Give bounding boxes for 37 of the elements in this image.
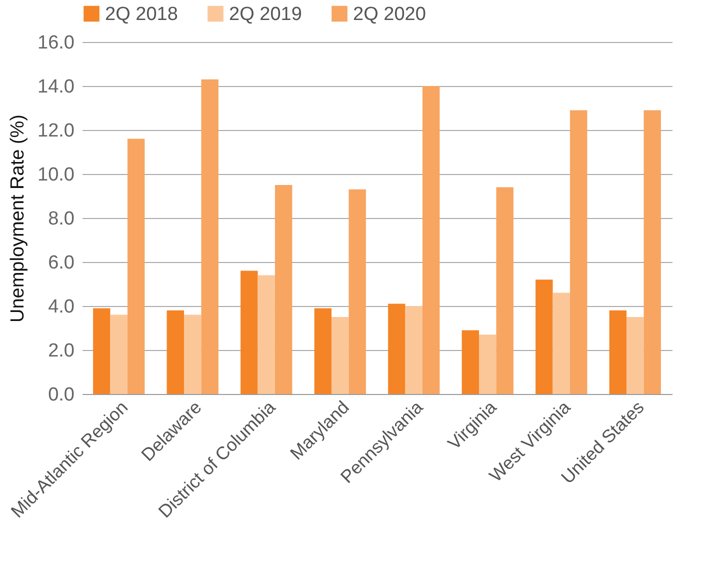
bar <box>496 187 514 394</box>
y-tick-label: 10.0 <box>38 164 74 186</box>
legend-label: 2Q 2019 <box>229 4 302 25</box>
y-tick-label: 16.0 <box>38 32 74 54</box>
bar <box>570 110 588 394</box>
y-tick-label: 12.0 <box>38 120 74 142</box>
bar <box>405 306 422 394</box>
bar <box>258 275 275 394</box>
bar <box>536 280 553 394</box>
bar <box>332 317 349 394</box>
bar <box>184 314 202 394</box>
bar <box>644 110 661 394</box>
bar <box>552 292 570 394</box>
bar <box>462 330 480 394</box>
bar <box>274 185 292 394</box>
y-tick-label: 6.0 <box>48 252 74 274</box>
bar <box>609 310 627 394</box>
bar <box>93 308 110 394</box>
bar <box>110 314 128 394</box>
legend-label: 2Q 2018 <box>105 4 178 25</box>
y-tick-label: 0.0 <box>48 384 74 406</box>
y-tick-label: 2.0 <box>48 340 74 362</box>
bar <box>422 86 440 394</box>
bar <box>314 308 332 394</box>
legend-label: 2Q 2020 <box>353 4 426 25</box>
bar <box>348 189 366 394</box>
bar <box>166 310 184 394</box>
y-axis-title: Unemployment Rate (%) <box>8 114 29 323</box>
bar <box>240 270 258 394</box>
y-tick-label: 14.0 <box>38 76 74 98</box>
y-tick-label: 4.0 <box>48 296 74 318</box>
bar <box>479 334 496 394</box>
bar <box>388 304 406 394</box>
bar <box>626 317 644 394</box>
bar <box>201 79 218 394</box>
y-tick-label: 8.0 <box>48 208 74 230</box>
bar <box>127 138 145 394</box>
